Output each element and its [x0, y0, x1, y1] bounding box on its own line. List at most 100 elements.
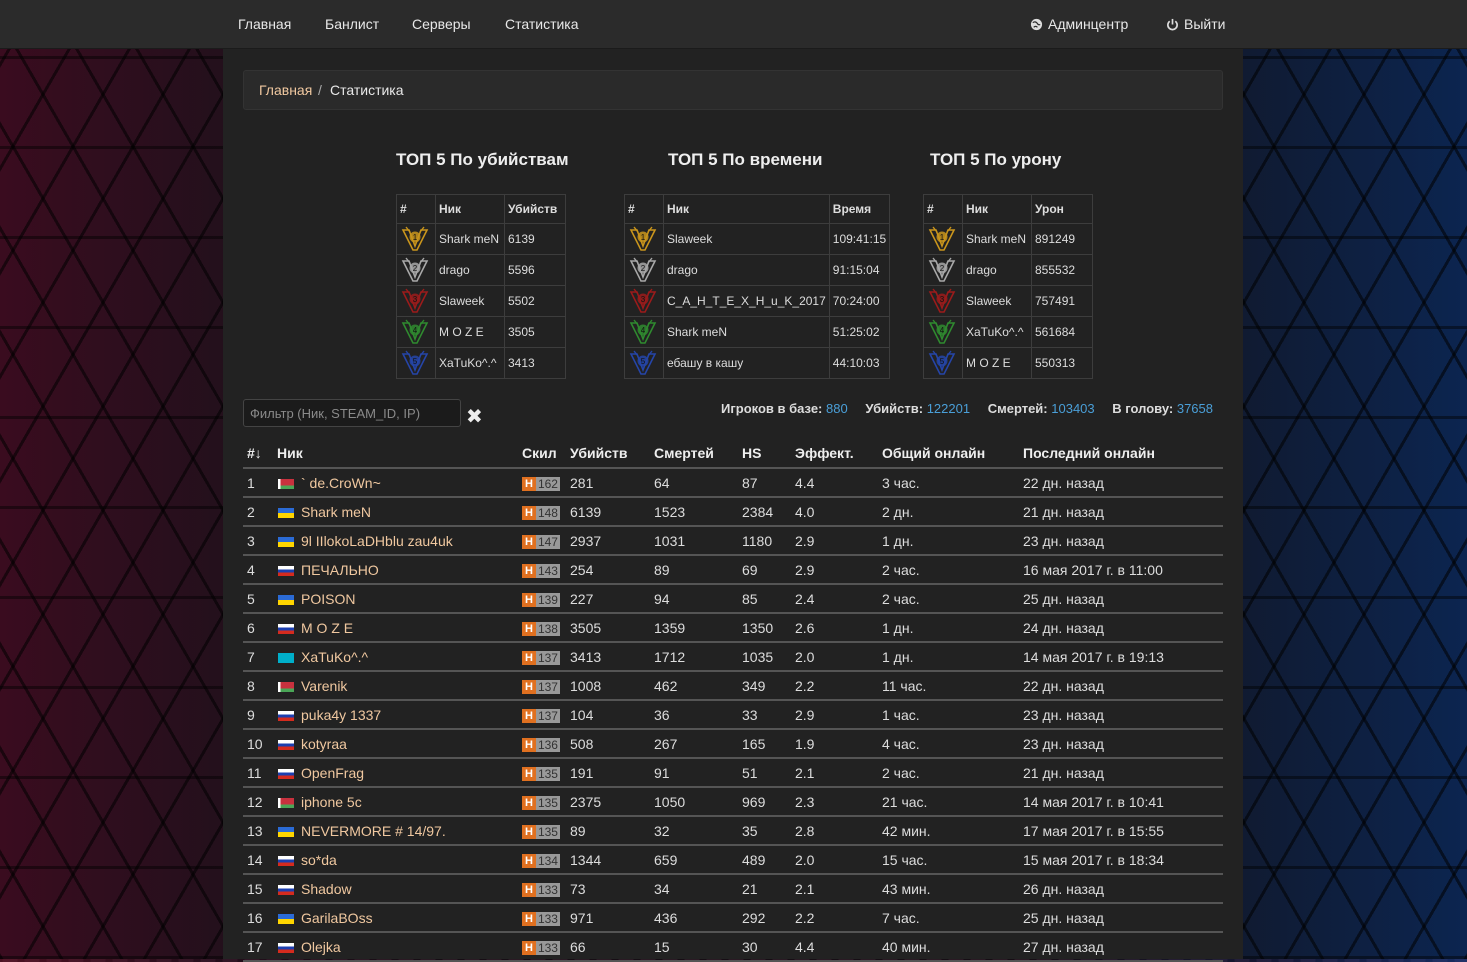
table-row[interactable]: 8 Varenik H 137 1008 462 349 2.2 11 час. 22 дн. н…	[243, 671, 1223, 701]
player-nick[interactable]: kotyraa	[301, 735, 347, 752]
col-deaths[interactable]: Смертей	[650, 439, 738, 469]
hs-cell: 292	[738, 903, 791, 933]
online-cell: 40 мин.	[878, 932, 1019, 962]
player-nick[interactable]: XaTuKo^.^	[301, 648, 369, 665]
player-nick[interactable]: Shadow	[301, 880, 352, 897]
nav-home[interactable]: Главная	[238, 16, 292, 32]
rank-cell: 4	[624, 316, 664, 348]
col-skill[interactable]: Скил	[518, 439, 566, 469]
row-number: 17	[243, 932, 273, 962]
player-nick[interactable]: puka4y 1337	[301, 706, 382, 723]
top-nick[interactable]: XaTuKo^.^	[962, 316, 1032, 348]
clear-filter-icon[interactable]: ✖	[466, 406, 483, 428]
col-hs[interactable]: HS	[738, 439, 791, 469]
table-row[interactable]: 9 puka4y 1337 H 137 104 36 33 2.9 1 час. 23 дн. н…	[243, 700, 1223, 730]
top-table-row: 5 ебашу в кашу 44:10:03	[624, 347, 891, 379]
top-nick[interactable]: M O Z E	[435, 316, 505, 348]
table-row[interactable]: 4 ПЕЧАЛЬНО H 143 254 89 69 2.9 2 час. 16 мая 2017…	[243, 555, 1223, 585]
filter-input[interactable]	[243, 399, 461, 427]
player-nick[interactable]: M O Z E	[301, 619, 354, 636]
top-nick[interactable]: Shark meN	[435, 223, 505, 255]
breadcrumb-home[interactable]: Главная	[259, 82, 313, 98]
top-nick[interactable]: Slaweek	[435, 285, 505, 317]
player-nick-cell[interactable]: Shadow	[273, 874, 518, 904]
nav-admin[interactable]: Админцентр	[1030, 16, 1128, 32]
nav-servers[interactable]: Серверы	[412, 16, 471, 32]
player-nick[interactable]: Varenik	[301, 677, 348, 694]
player-nick-cell[interactable]: M O Z E	[273, 613, 518, 643]
table-row[interactable]: 13 NEVERMORE # 14/97. H 135 89 32 35 2.8 42 мин.…	[243, 816, 1223, 846]
main-content: Главная / Статистика ТОП 5 По убийствам …	[223, 49, 1243, 962]
player-nick-cell[interactable]: ПЕЧАЛЬНО	[273, 555, 518, 585]
deaths-cell: 89	[650, 555, 738, 585]
player-nick-cell[interactable]: POISON	[273, 584, 518, 614]
top-header-cell: #	[923, 194, 963, 224]
nav-logout[interactable]: Выйти	[1166, 16, 1225, 32]
player-nick[interactable]: OpenFrag	[301, 764, 365, 781]
player-nick[interactable]: ПЕЧАЛЬНО	[301, 561, 379, 578]
eff-cell: 4.4	[791, 468, 878, 498]
player-nick-cell[interactable]: OpenFrag	[273, 758, 518, 788]
nav-banlist[interactable]: Банлист	[325, 16, 380, 32]
table-row[interactable]: 16 GarilaBOss H 133 971 436 292 2.2 7 час. 25 дн.…	[243, 903, 1223, 933]
player-nick-cell[interactable]: Shark meN	[273, 497, 518, 527]
player-nick[interactable]: POISON	[301, 590, 356, 607]
player-nick-cell[interactable]: kotyraa	[273, 729, 518, 759]
col-num-sort[interactable]: #↓	[243, 439, 273, 469]
table-row[interactable]: 15 Shadow H 133 73 34 21 2.1 43 мин. 26 дн. назад	[243, 874, 1223, 904]
player-nick[interactable]: iphone 5c	[301, 793, 362, 810]
player-nick-cell[interactable]: so*da	[273, 845, 518, 875]
player-nick[interactable]: NEVERMORE # 14/97.	[301, 822, 446, 839]
table-row[interactable]: 7 XaTuKo^.^ H 137 3413 1712 1035 2.0 1 дн. 14 мая…	[243, 642, 1223, 672]
table-row[interactable]: 12 iphone 5c H 135 2375 1050 969 2.3 21 час. 14 м…	[243, 787, 1223, 817]
table-row[interactable]: 10 kotyraa H 136 508 267 165 1.9 4 час. 23 дн. на…	[243, 729, 1223, 759]
top-nick[interactable]: XaTuKo^.^	[435, 347, 505, 379]
col-eff[interactable]: Эффект.	[791, 439, 878, 469]
eff-cell: 2.0	[791, 845, 878, 875]
player-nick[interactable]: GarilaBOss	[301, 909, 373, 926]
player-nick-cell[interactable]: ` de.CroWn~	[273, 468, 518, 498]
player-nick[interactable]: ` de.CroWn~	[301, 474, 381, 491]
top-nick[interactable]: Slaweek	[663, 223, 830, 255]
player-nick[interactable]: Shark meN	[301, 503, 372, 520]
player-nick-cell[interactable]: Olejka	[273, 932, 518, 962]
col-last-online[interactable]: Последний онлайн	[1019, 439, 1223, 469]
player-nick[interactable]: Olejka	[301, 938, 341, 955]
rank-medal-icon: 5	[629, 350, 657, 375]
table-row[interactable]: 17 Olejka H 133 66 15 30 4.4 40 мин. 27 дн. назад	[243, 932, 1223, 962]
player-nick[interactable]: 9l IIlokoLaDHblu zau4uk	[301, 532, 453, 549]
kills-cell: 971	[566, 903, 650, 933]
top-nick[interactable]: M O Z E	[962, 347, 1032, 379]
table-row[interactable]: 1 ` de.CroWn~ H 162 281 64 87 4.4 3 час. 22 дн. н…	[243, 468, 1223, 498]
skill-cell: H 137	[518, 700, 566, 730]
table-row[interactable]: 6 M O Z E H 138 3505 1359 1350 2.6 1 дн. 24 дн. н…	[243, 613, 1223, 643]
table-row[interactable]: 3 9l IIlokoLaDHblu zau4uk H 147 2937 1031 1180…	[243, 526, 1223, 556]
top-nick[interactable]: ебашу в кашу	[663, 347, 830, 379]
top-nick[interactable]: Shark meN	[962, 223, 1032, 255]
table-row[interactable]: 11 OpenFrag H 135 191 91 51 2.1 2 час. 21 дн. наз…	[243, 758, 1223, 788]
table-row[interactable]: 2 Shark meN H 148 6139 1523 2384 4.0 2 дн. 21 дн.…	[243, 497, 1223, 527]
top-nick[interactable]: drago	[435, 254, 505, 286]
player-nick-cell[interactable]: iphone 5c	[273, 787, 518, 817]
player-nick-cell[interactable]: NEVERMORE # 14/97.	[273, 816, 518, 846]
top-nick[interactable]: drago	[663, 254, 830, 286]
col-nick[interactable]: Ник	[273, 439, 518, 469]
table-row[interactable]: 14 so*da H 134 1344 659 489 2.0 15 час. 15 мая 20…	[243, 845, 1223, 875]
col-online[interactable]: Общий онлайн	[878, 439, 1019, 469]
player-nick-cell[interactable]: 9l IIlokoLaDHblu zau4uk	[273, 526, 518, 556]
top-nick[interactable]: Slaweek	[962, 285, 1032, 317]
player-nick-cell[interactable]: GarilaBOss	[273, 903, 518, 933]
top-nick[interactable]: Shark meN	[663, 316, 830, 348]
player-nick-cell[interactable]: Varenik	[273, 671, 518, 701]
top-kills-table: # Ник Убийств 1 Shark meN 6139 2 drago 5596 3 Slaw…	[396, 194, 566, 379]
table-row[interactable]: 5 POISON H 139 227 94 85 2.4 2 час. 25 дн. назад	[243, 584, 1223, 614]
top-value: 891249	[1031, 223, 1093, 255]
hs-cell: 30	[738, 932, 791, 962]
player-nick-cell[interactable]: XaTuKo^.^	[273, 642, 518, 672]
col-kills[interactable]: Убийств	[566, 439, 650, 469]
player-nick-cell[interactable]: puka4y 1337	[273, 700, 518, 730]
player-nick[interactable]: so*da	[301, 851, 337, 868]
top-nick[interactable]: C_A_H_T_E_X_H_u_K_2017	[663, 285, 830, 317]
top-nick[interactable]: drago	[962, 254, 1032, 286]
nav-stats[interactable]: Статистика	[505, 16, 579, 32]
